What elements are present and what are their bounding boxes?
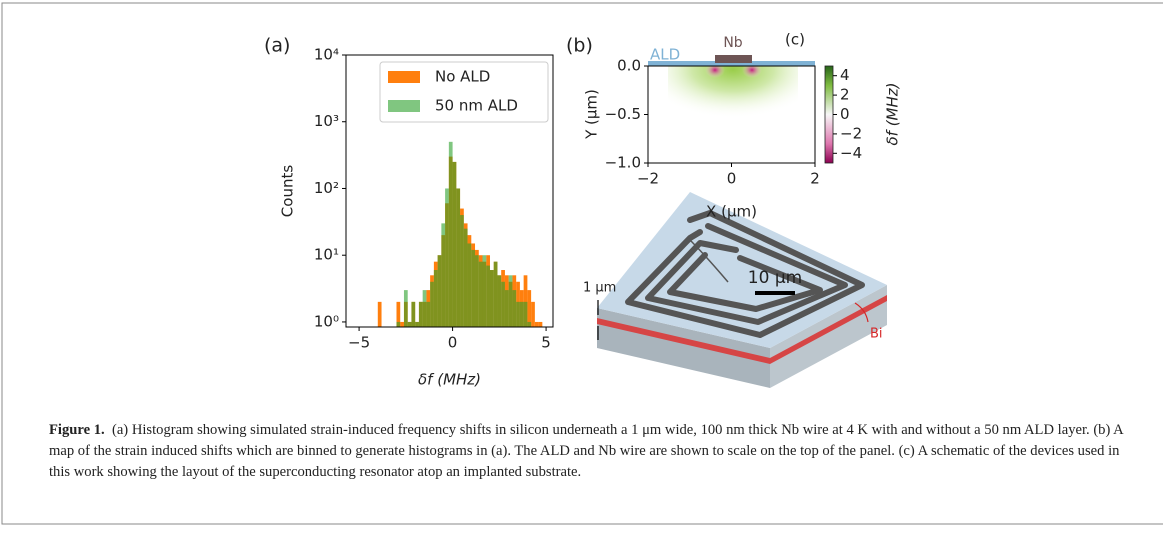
histogram-bar (452, 161, 457, 327)
histogram-bar (538, 321, 543, 327)
caption: Figure 1. (a) Histogram showing simulate… (49, 420, 1134, 483)
legend-label: No ALD (435, 68, 490, 86)
histogram-bar (527, 321, 532, 327)
histogram-bar (478, 261, 483, 327)
histogram-bar (430, 281, 434, 327)
x-tick-label: 2 (810, 170, 820, 188)
legend-box (379, 61, 549, 123)
histogram-bar (519, 301, 524, 327)
panel-label: (a) (264, 35, 290, 57)
legend-label: 50 nm ALD (435, 97, 518, 115)
panel-label: (c) (785, 31, 805, 49)
histogram-bar (460, 215, 464, 327)
histogram-bar (463, 228, 468, 327)
figure-frame (1, 2, 1163, 525)
y-tick-label: 10³ (314, 112, 339, 130)
x-axis-label: δf (MHz) (418, 371, 481, 389)
histogram-bar (482, 255, 487, 327)
colorbar-tick-label: 4 (840, 66, 850, 84)
axes-frame (345, 54, 554, 328)
histogram-bar (504, 290, 509, 327)
histogram-bar (512, 290, 517, 327)
histogram-bar (467, 243, 472, 327)
histogram-bar (489, 270, 494, 327)
histogram-bar (441, 223, 446, 327)
histogram-bar (396, 321, 401, 327)
y-tick-label: 10¹ (314, 246, 339, 264)
histogram-bar (516, 301, 520, 327)
y-tick-label: −0.5 (605, 105, 641, 123)
heatmap-field (648, 62, 815, 163)
colorbar (824, 65, 834, 164)
caption-label: Figure 1. (49, 422, 105, 438)
y-axis-label: Y (µm) (583, 89, 601, 140)
histogram-bar (403, 290, 408, 327)
histogram-bar (433, 270, 438, 327)
histogram-bar (422, 290, 427, 327)
y-tick-label: 0.0 (617, 57, 641, 75)
y-tick-label: 10⁴ (314, 46, 339, 64)
colorbar-tick-label: −4 (840, 144, 862, 162)
histogram-bar (407, 321, 412, 327)
histogram-bar (497, 275, 502, 327)
colorbar-tick-label: 2 (840, 86, 850, 104)
ald-layer (648, 61, 815, 66)
histogram-bar (534, 321, 539, 327)
histogram-bar (415, 321, 419, 327)
histogram-bar (475, 255, 479, 327)
nb-wire (715, 55, 752, 63)
histogram-bar (471, 249, 476, 327)
histogram-bar (437, 255, 442, 327)
histogram-bar (501, 281, 505, 327)
histogram-bar (508, 275, 513, 327)
annotation: Nb (723, 35, 742, 51)
y-axis-label: Counts (279, 165, 297, 218)
colorbar-label: δf (MHz) (884, 82, 902, 145)
annotation: ALD (650, 46, 680, 64)
y-tick-label: 10² (314, 179, 339, 197)
histogram-bar (523, 301, 528, 327)
histogram-bar (445, 188, 449, 327)
histogram-bar (418, 301, 423, 327)
y-tick-label: −1.0 (605, 154, 641, 172)
schematic (597, 192, 887, 388)
legend-swatch (388, 71, 420, 83)
y-tick-label: 10⁰ (314, 312, 339, 330)
layer-label: Bi (870, 327, 883, 342)
x-tick-label: 5 (541, 334, 551, 352)
x-tick-label: −5 (348, 334, 370, 352)
histogram-bar (400, 321, 404, 327)
colorbar-tick-label: −2 (840, 124, 862, 142)
legend-swatch (388, 100, 420, 112)
x-tick-label: −2 (637, 170, 659, 188)
histogram-bar (426, 301, 431, 327)
histogram-bar (377, 301, 382, 327)
histogram-bar (396, 301, 401, 327)
histogram-bar (493, 261, 498, 327)
panel-label: (b) (566, 35, 593, 57)
histogram-bar (456, 188, 461, 327)
scale-bar-label: 10 µm (748, 268, 802, 288)
thickness-label: 1 µm (583, 281, 616, 296)
histogram-bar (486, 265, 490, 327)
histogram-bar (448, 141, 453, 327)
colorbar-tick-label: 0 (840, 105, 850, 123)
x-axis-label: X (µm) (706, 203, 757, 221)
histogram-bar (411, 301, 416, 327)
x-tick-label: 0 (727, 170, 737, 188)
caption-text: (a) Histogram showing simulated strain-i… (49, 422, 1123, 480)
histogram-bar (527, 290, 532, 327)
histogram-bar (531, 301, 535, 327)
histogram-bar (523, 275, 528, 327)
x-tick-label: 0 (448, 334, 458, 352)
